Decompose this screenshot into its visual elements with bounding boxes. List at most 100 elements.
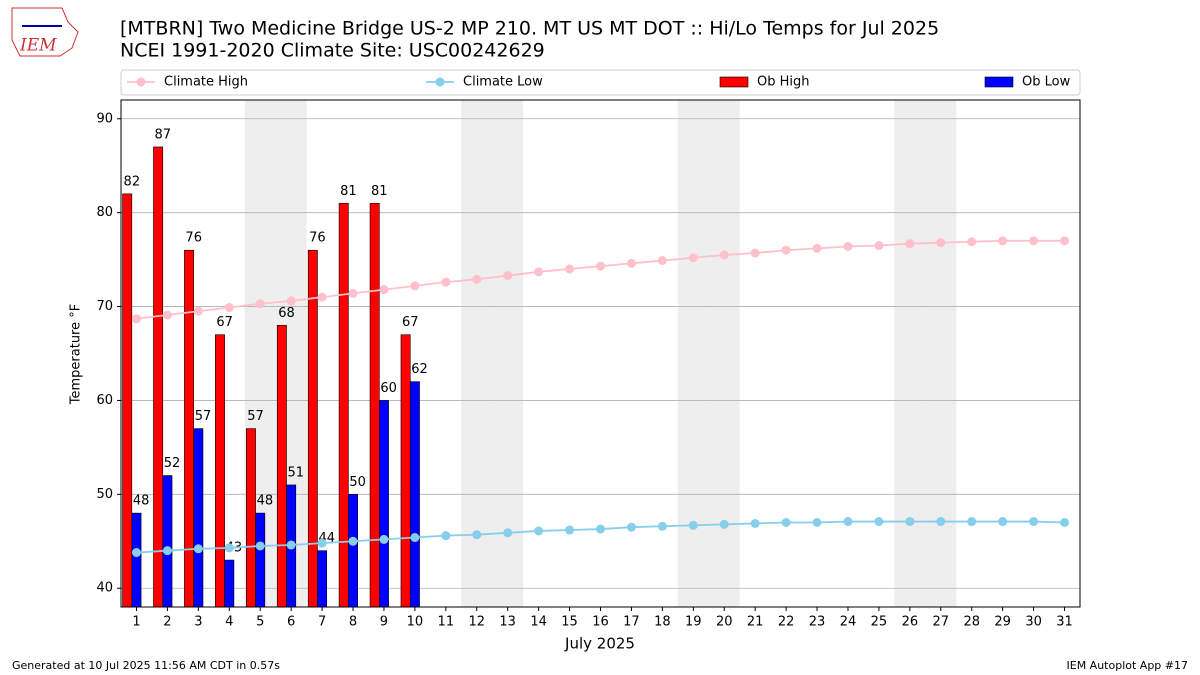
- bar: [193, 428, 204, 608]
- point: [379, 534, 389, 544]
- data-label: 82: [124, 174, 141, 189]
- legend-label: Climate Low: [463, 75, 543, 90]
- point: [812, 518, 822, 527]
- footer-left: Generated at 10 Jul 2025 11:56 AM CDT in…: [12, 659, 280, 672]
- point: [688, 520, 698, 530]
- point: [565, 264, 575, 274]
- point: [131, 548, 141, 558]
- weekend-shade: [708, 100, 740, 607]
- x-tick-label: 20: [716, 615, 733, 630]
- point: [441, 531, 451, 541]
- bar: [369, 202, 380, 608]
- data-label: 57: [247, 409, 264, 424]
- x-tick-label: 13: [499, 615, 516, 630]
- bar: [122, 193, 133, 608]
- point: [534, 526, 544, 536]
- point: [843, 517, 853, 527]
- point: [224, 302, 234, 312]
- point: [905, 517, 915, 527]
- point: [657, 521, 667, 531]
- x-axis-label: July 2025: [564, 635, 635, 653]
- legend-swatch: [719, 76, 749, 88]
- bar: [379, 400, 389, 608]
- x-tick-label: 5: [256, 615, 264, 630]
- x-tick-label: 19: [685, 615, 702, 630]
- point: [596, 261, 605, 271]
- point: [657, 256, 667, 266]
- data-label: 76: [309, 231, 326, 246]
- x-tick-label: 4: [225, 615, 233, 630]
- point: [534, 267, 544, 277]
- bar: [245, 428, 256, 608]
- x-tick-label: 25: [871, 615, 888, 630]
- data-label: 51: [288, 465, 305, 480]
- point: [596, 524, 605, 534]
- point: [410, 533, 420, 543]
- point: [812, 243, 822, 253]
- point: [1060, 518, 1070, 527]
- legend-swatch: [984, 76, 1014, 88]
- point: [1060, 236, 1070, 246]
- bar: [348, 494, 358, 608]
- x-tick-label: 10: [407, 615, 424, 630]
- point: [317, 292, 327, 302]
- point: [1029, 236, 1039, 246]
- data-label: 50: [349, 475, 366, 490]
- point: [781, 245, 791, 255]
- x-tick-label: 2: [163, 615, 171, 630]
- point: [255, 541, 265, 551]
- weekend-shade: [461, 100, 493, 607]
- weekend-shade: [677, 100, 709, 607]
- bar: [162, 475, 173, 608]
- point: [503, 528, 513, 538]
- point: [750, 248, 760, 258]
- x-tick-label: 26: [902, 615, 919, 630]
- x-tick-label: 28: [963, 615, 980, 630]
- point: [410, 281, 420, 291]
- point: [286, 540, 296, 550]
- point: [565, 525, 575, 535]
- bar: [255, 512, 266, 608]
- bar: [307, 249, 318, 608]
- point: [441, 277, 451, 287]
- point: [905, 239, 915, 249]
- point: [874, 241, 884, 251]
- legend-marker: [435, 77, 445, 87]
- y-tick-label: 70: [96, 299, 113, 314]
- point: [503, 271, 513, 281]
- weekend-shade: [492, 100, 524, 607]
- point: [998, 517, 1008, 527]
- legend-marker: [136, 77, 146, 87]
- point: [874, 517, 884, 527]
- point: [936, 517, 946, 527]
- x-tick-label: 31: [1056, 615, 1073, 630]
- bar: [338, 202, 349, 608]
- legend-label: Ob Low: [1022, 75, 1071, 90]
- data-label: 62: [411, 362, 428, 377]
- weekend-shade: [925, 100, 957, 607]
- data-label: 81: [340, 184, 357, 199]
- point: [348, 288, 358, 298]
- x-tick-label: 30: [1025, 615, 1042, 630]
- bar: [184, 249, 194, 608]
- point: [379, 285, 389, 295]
- x-tick-label: 7: [318, 615, 326, 630]
- x-tick-label: 3: [194, 615, 202, 630]
- x-tick-label: 23: [809, 615, 826, 630]
- x-tick-label: 18: [654, 615, 671, 630]
- y-tick-label: 50: [96, 487, 113, 502]
- x-tick-label: 9: [380, 615, 388, 630]
- point: [348, 536, 358, 546]
- bar: [215, 334, 225, 608]
- data-label: 68: [278, 306, 295, 321]
- x-tick-label: 6: [287, 615, 295, 630]
- weekend-shade: [894, 100, 926, 607]
- data-label: 48: [133, 494, 150, 509]
- x-tick-label: 17: [623, 615, 640, 630]
- point: [472, 530, 482, 540]
- point: [224, 543, 234, 553]
- bar: [153, 146, 164, 608]
- point: [162, 546, 172, 556]
- point: [626, 258, 636, 268]
- point: [750, 518, 760, 528]
